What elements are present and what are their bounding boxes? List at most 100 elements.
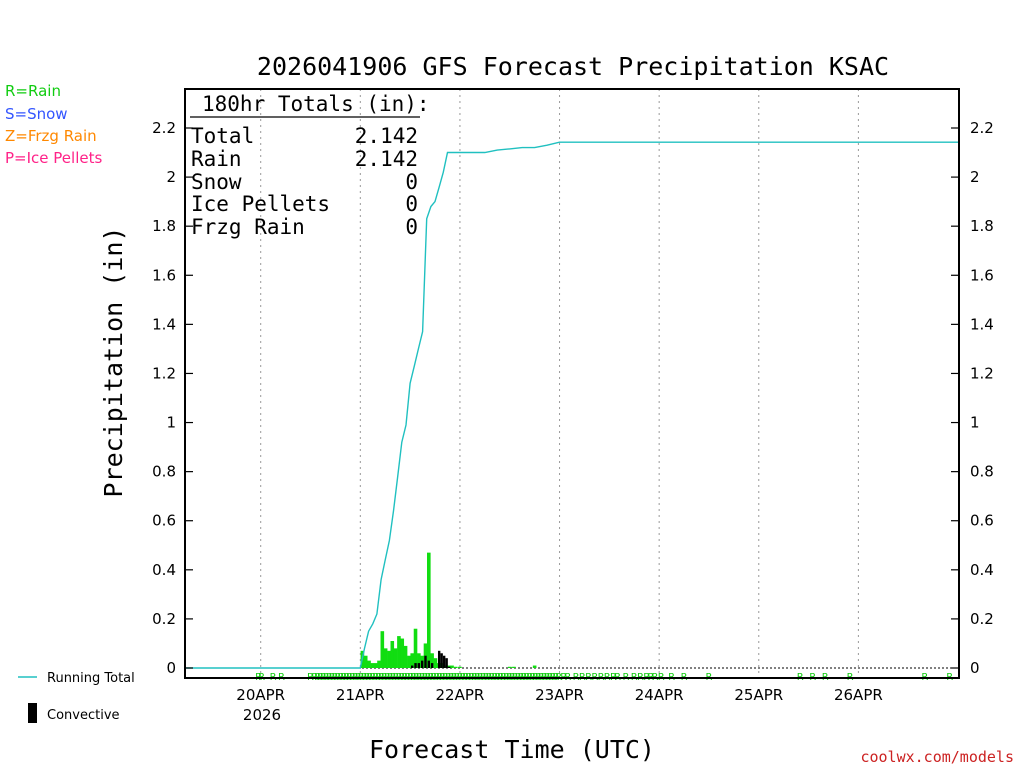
y-tick-label-right: 0.8 xyxy=(970,463,994,481)
x-tick-label: 22APR xyxy=(436,686,485,704)
convective-bar xyxy=(442,655,446,668)
rain-bar xyxy=(453,666,458,668)
y-axis: 0 00.2 0.20.4 0.40.6 0.60.8 0.81 11.2 1.21.4 1.4… xyxy=(152,119,994,677)
rain-bar xyxy=(387,650,391,668)
rain-bar xyxy=(370,663,375,668)
rain-bar xyxy=(458,666,462,668)
x-tick-label: 23APR xyxy=(535,686,584,704)
rain-bar xyxy=(393,648,398,668)
y-tick-label-left: 1.4 xyxy=(152,315,176,333)
y-tick-label-right: 1.2 xyxy=(970,364,994,382)
rain-bar xyxy=(367,660,371,668)
series-legend: Running Total Convective xyxy=(18,671,135,723)
totals-total-label: Total xyxy=(191,124,254,148)
rain-bar xyxy=(390,641,395,668)
ptype-legend: R=Rain S=Snow Z=Frzg Rain P=Ice Pellets xyxy=(5,82,102,167)
x-axis-label: Forecast Time (UTC) xyxy=(369,735,655,764)
totals-ice-pellets-label: Ice Pellets xyxy=(191,192,330,216)
x-axis: 20APR 21APR 22APR 23APR 24APR 25APR 26APR xyxy=(236,686,883,704)
x-tick-label: 26APR xyxy=(834,686,883,704)
totals-header: 180hr Totals (in): xyxy=(202,92,430,116)
convective-bar xyxy=(420,660,424,668)
convective-bar xyxy=(427,660,431,668)
totals-ice-pellets-value: 0 xyxy=(405,192,418,216)
y-tick-label-right: 2 xyxy=(970,168,980,186)
running-total-series xyxy=(186,141,958,669)
y-tick-label-right: 1.6 xyxy=(970,266,994,284)
y-tick-label-right: 1.8 xyxy=(970,217,994,235)
y-tick-label-right: 0.2 xyxy=(970,610,994,628)
convective-bar xyxy=(445,658,448,668)
rain-bar xyxy=(403,645,408,668)
y-tick-label-left: 0 xyxy=(166,659,176,677)
rain-bar xyxy=(397,636,401,668)
x-tick-label: 21APR xyxy=(336,686,385,704)
totals-rain-label: Rain xyxy=(191,147,242,171)
rain-bar xyxy=(417,653,421,668)
rain-bar xyxy=(400,638,405,668)
rain-bar xyxy=(507,666,512,668)
convective-bar xyxy=(411,665,414,668)
y-tick-label-right: 0.6 xyxy=(970,512,994,530)
rain-bar xyxy=(363,655,368,668)
x-axis-year: 2026 xyxy=(243,706,281,724)
totals-frzg-rain-label: Frzg Rain xyxy=(191,215,305,239)
legend-rain: R=Rain xyxy=(5,82,61,100)
x-tick-label: 24APR xyxy=(635,686,684,704)
rain-bar xyxy=(380,631,385,668)
legend-convective: Convective xyxy=(47,708,120,723)
rain-bar xyxy=(433,658,438,668)
y-tick-label-right: 0.4 xyxy=(970,561,994,579)
rain-bar xyxy=(410,653,415,668)
totals-rain-value: 2.142 xyxy=(355,147,418,171)
y-axis-label: Precipitation (in) xyxy=(99,227,128,498)
totals-box: 180hr Totals (in): Total 2.142 Rain 2.14… xyxy=(190,92,430,239)
y-tick-label-left: 1.8 xyxy=(152,217,176,235)
legend-ice-pellets: P=Ice Pellets xyxy=(5,149,102,167)
legend-snow: S=Snow xyxy=(5,105,68,123)
plot-frame xyxy=(184,88,960,679)
y-tick-label-right: 1.4 xyxy=(970,315,994,333)
y-tick-label-right: 2.2 xyxy=(970,119,994,137)
y-tick-label-right: 0 xyxy=(970,659,980,677)
running-total-line xyxy=(186,141,958,669)
legend-frzg-rain: Z=Frzg Rain xyxy=(5,127,97,145)
rain-bar xyxy=(532,665,537,668)
rain-bar xyxy=(383,648,388,668)
legend-running-total: Running Total xyxy=(47,671,135,686)
legend-convective-swatch xyxy=(28,703,37,723)
y-tick-label-left: 1 xyxy=(166,414,176,432)
y-tick-label-left: 1.2 xyxy=(152,364,176,382)
y-tick-label-left: 2.2 xyxy=(152,119,176,137)
totals-snow-label: Snow xyxy=(191,170,242,194)
convective-bar xyxy=(424,655,427,668)
y-tick-label-left: 0.8 xyxy=(152,463,176,481)
rain-bar xyxy=(427,552,431,668)
chart-title: 2026041906 GFS Forecast Precipitation KS… xyxy=(257,52,889,81)
grid-lines xyxy=(186,89,958,677)
rain-bar xyxy=(512,666,516,668)
rain-bar xyxy=(407,655,411,668)
rain-bar xyxy=(443,665,448,668)
credit-text: coolwx.com/models xyxy=(860,748,1014,766)
rain-bar xyxy=(450,665,454,668)
bar-series xyxy=(360,552,537,668)
rain-bar xyxy=(373,663,378,668)
x-tick-label: 25APR xyxy=(734,686,783,704)
y-tick-label-left: 0.4 xyxy=(152,561,176,579)
totals-frzg-rain-value: 0 xyxy=(405,215,418,239)
y-tick-label-left: 1.6 xyxy=(152,266,176,284)
y-tick-label-left: 0.6 xyxy=(152,512,176,530)
convective-bar xyxy=(447,666,451,668)
convective-bar xyxy=(430,663,434,668)
rain-bar xyxy=(430,653,434,668)
y-tick-label-left: 2 xyxy=(166,168,176,186)
y-tick-label-left: 0.2 xyxy=(152,610,176,628)
rain-bar xyxy=(377,660,381,668)
convective-bar xyxy=(417,663,421,668)
x-tick-label: 20APR xyxy=(236,686,285,704)
y-tick-label-right: 1 xyxy=(970,414,980,432)
rain-bar xyxy=(413,628,418,668)
convective-bar xyxy=(437,650,441,668)
